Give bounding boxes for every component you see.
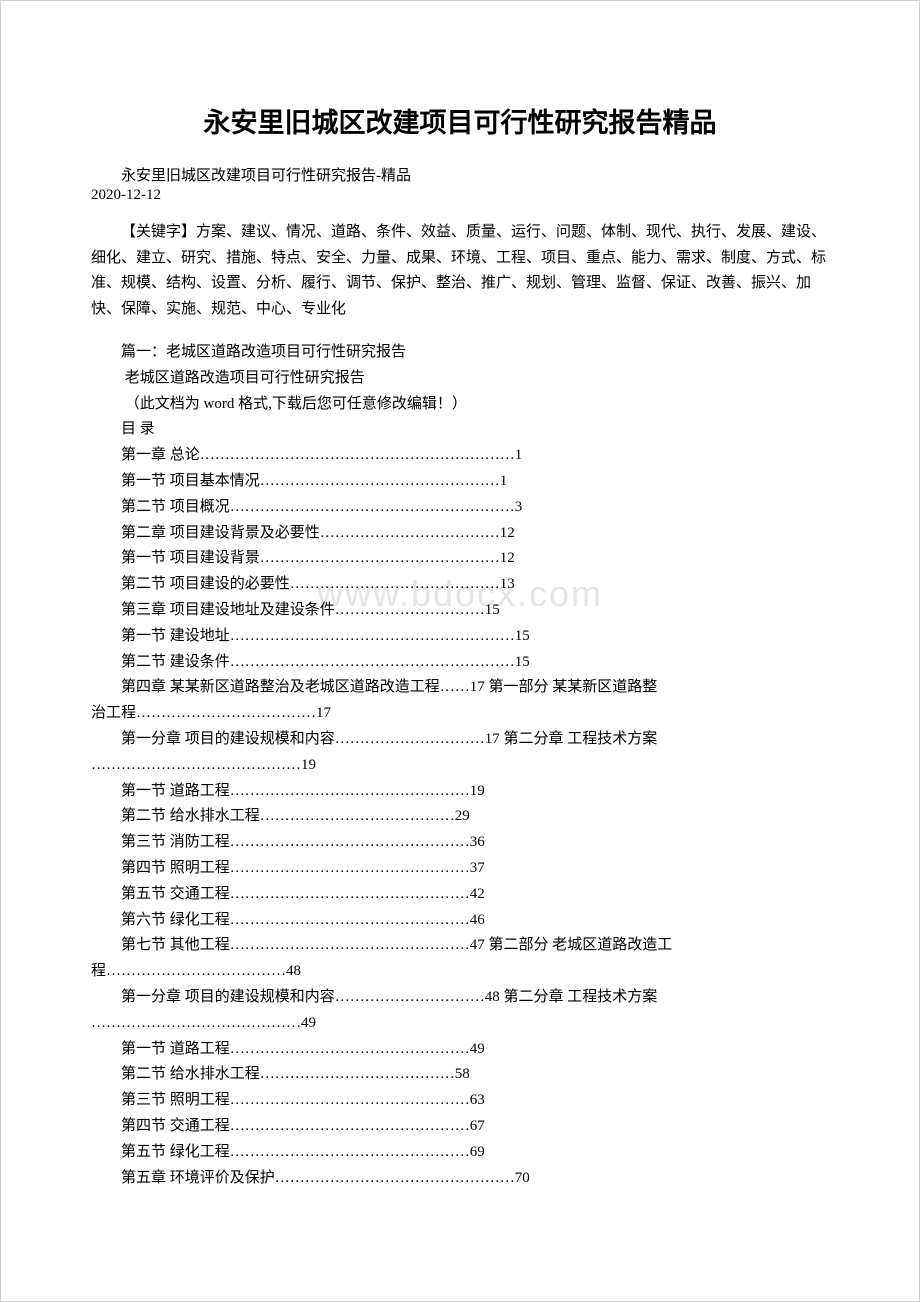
toc-line: ……………………………………49 <box>91 1011 829 1037</box>
toc-line: 第一节 道路工程…………………………………………19 <box>91 779 829 805</box>
toc-line: ……………………………………19 <box>91 753 829 779</box>
table-of-contents: 篇一：老城区道路改造项目可行性研究报告 老城区道路改造项目可行性研究报告 （此文… <box>91 340 829 1191</box>
toc-line: 第三节 照明工程…………………………………………63 <box>91 1088 829 1114</box>
page-title: 永安里旧城区改建项目可行性研究报告精品 <box>91 101 829 140</box>
toc-line: 第二节 给水排水工程…………………………………29 <box>91 804 829 830</box>
document-page: www.bdocx.com 永安里旧城区改建项目可行性研究报告精品 永安里旧城区… <box>0 0 920 1302</box>
toc-line: 篇一：老城区道路改造项目可行性研究报告 <box>91 340 829 366</box>
document-content: 永安里旧城区改建项目可行性研究报告精品 永安里旧城区改建项目可行性研究报告-精品… <box>91 101 829 1191</box>
toc-line: 第三节 消防工程…………………………………………36 <box>91 830 829 856</box>
toc-line: 第一节 项目建设背景…………………………………………12 <box>91 546 829 572</box>
toc-line: 第二节 建设条件…………………………………………………15 <box>91 650 829 676</box>
toc-line: 第二节 给水排水工程…………………………………58 <box>91 1062 829 1088</box>
toc-line: 第一章 总论………………………………………………………1 <box>91 443 829 469</box>
toc-line: （此文档为 word 格式,下载后您可任意修改编辑！） <box>91 392 829 418</box>
toc-line: 老城区道路改造项目可行性研究报告 <box>91 366 829 392</box>
toc-line: 第一分章 项目的建设规模和内容…………………………48 第二分章 工程技术方案 <box>91 985 829 1011</box>
toc-line: 第一分章 项目的建设规模和内容…………………………17 第二分章 工程技术方案 <box>91 727 829 753</box>
toc-line: 第六节 绿化工程…………………………………………46 <box>91 908 829 934</box>
toc-line: 第四节 照明工程…………………………………………37 <box>91 856 829 882</box>
toc-line: 第三章 项目建设地址及建设条件…………………………15 <box>91 598 829 624</box>
toc-line: 程………………………………48 <box>91 959 829 985</box>
toc-line: 第四节 交通工程…………………………………………67 <box>91 1114 829 1140</box>
toc-line: 第四章 某某新区道路整治及老城区道路改造工程……17 第一部分 某某新区道路整 <box>91 675 829 701</box>
toc-line: 第一节 项目基本情况…………………………………………1 <box>91 469 829 495</box>
document-subtitle: 永安里旧城区改建项目可行性研究报告-精品 <box>91 164 829 185</box>
toc-line: 第五章 环境评价及保护…………………………………………70 <box>91 1166 829 1192</box>
toc-line: 第五节 绿化工程…………………………………………69 <box>91 1140 829 1166</box>
toc-line: 第二章 项目建设背景及必要性………………………………12 <box>91 521 829 547</box>
toc-line: 第二节 项目建设的必要性……………………………………13 <box>91 572 829 598</box>
toc-line: 第二节 项目概况…………………………………………………3 <box>91 495 829 521</box>
toc-line: 第一节 建设地址…………………………………………………15 <box>91 624 829 650</box>
toc-line: 治工程………………………………17 <box>91 701 829 727</box>
keywords-paragraph: 【关键字】方案、建议、情况、道路、条件、效益、质量、运行、问题、体制、现代、执行… <box>91 220 829 322</box>
toc-line: 第一节 道路工程…………………………………………49 <box>91 1037 829 1063</box>
toc-line: 第五节 交通工程…………………………………………42 <box>91 882 829 908</box>
toc-line: 目 录 <box>91 417 829 443</box>
toc-line: 第七节 其他工程…………………………………………47 第二部分 老城区道路改造工 <box>91 933 829 959</box>
document-date: 2020-12-12 <box>91 187 829 204</box>
